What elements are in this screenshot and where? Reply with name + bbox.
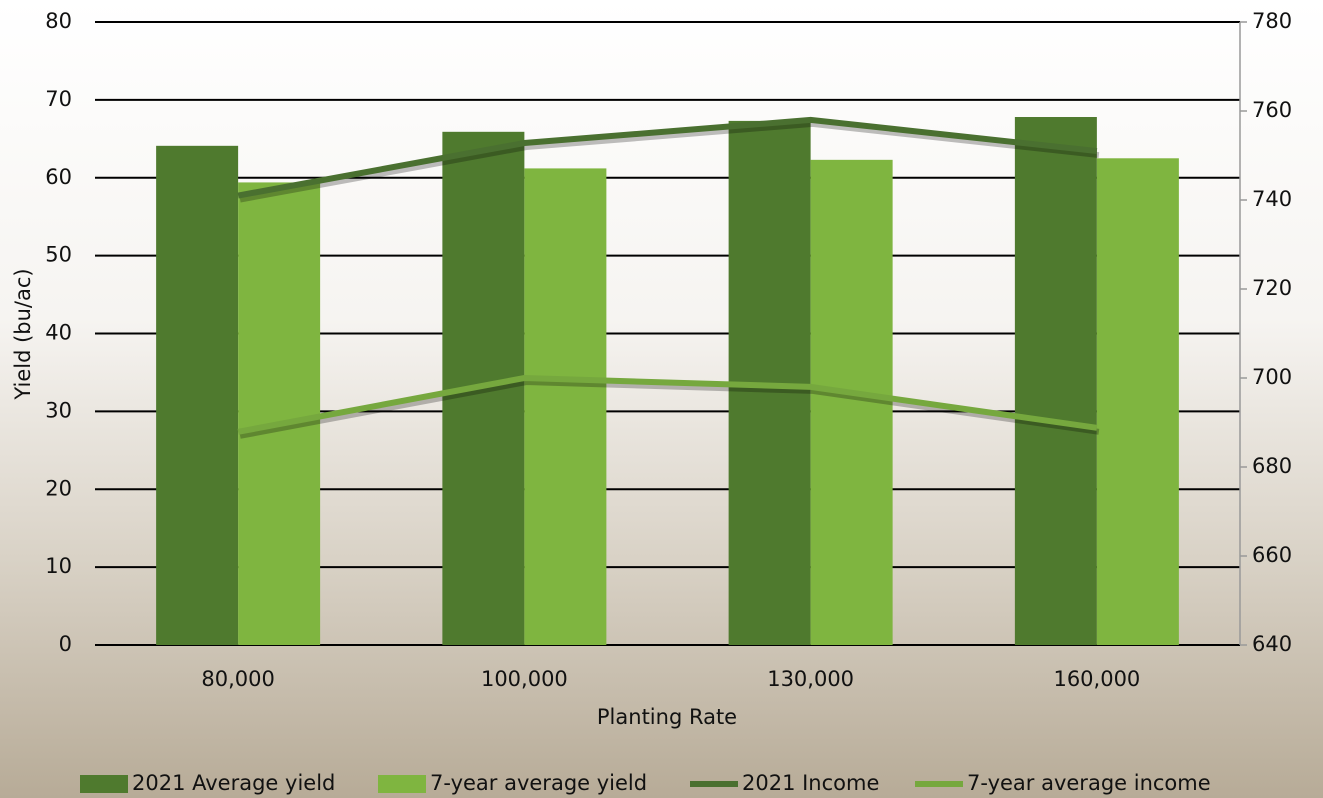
y-axis-title: Yield (bu/ac) [11, 268, 35, 400]
line [237, 116, 1098, 199]
line [237, 374, 1098, 435]
legend-label: 7-year average yield [430, 771, 647, 795]
y2-tick-label: 740 [1252, 187, 1292, 211]
y-tick-label: 50 [45, 243, 72, 267]
y2-tick-label: 780 [1252, 9, 1292, 33]
y-tick-label: 60 [45, 165, 72, 189]
y2-tick-label: 660 [1252, 543, 1292, 567]
y-tick-label: 30 [45, 398, 72, 422]
legend-swatch [378, 775, 426, 793]
line-shadow [239, 120, 1100, 203]
y2-tick-label: 700 [1252, 365, 1292, 389]
bar [238, 182, 321, 646]
y-tick-label: 70 [45, 87, 72, 111]
y-tick-label: 80 [45, 9, 72, 33]
legend-label: 2021 Average yield [132, 771, 335, 795]
x-tick-label: 80,000 [201, 667, 274, 691]
y2-tick-label: 640 [1252, 632, 1292, 656]
y-tick-label: 40 [45, 321, 72, 345]
line-shadow [239, 378, 1100, 439]
legend-label: 7-year average income [967, 771, 1211, 795]
x-axis-title: Planting Rate [597, 705, 737, 729]
y2-tick-label: 760 [1252, 98, 1292, 122]
legend-label: 2021 Income [742, 771, 879, 795]
y-tick-label: 20 [45, 476, 72, 500]
x-tick-label: 160,000 [1053, 667, 1140, 691]
bar [524, 168, 607, 645]
y-tick-label: 0 [59, 632, 72, 656]
bar [1014, 117, 1097, 645]
y2-tick-label: 720 [1252, 276, 1292, 300]
legend-swatch [80, 775, 128, 793]
y-tick-label: 10 [45, 554, 72, 578]
y2-tick-label: 680 [1252, 454, 1292, 478]
x-tick-label: 130,000 [767, 667, 854, 691]
x-tick-label: 100,000 [481, 667, 568, 691]
bar [1096, 158, 1179, 645]
bar [810, 159, 893, 645]
bar [156, 145, 239, 646]
